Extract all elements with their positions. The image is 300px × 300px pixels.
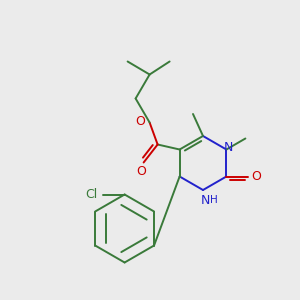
Text: O: O [251,170,261,183]
Text: N: N [224,141,233,154]
Text: H: H [210,195,218,205]
Text: Cl: Cl [85,188,98,201]
Text: O: O [137,165,147,178]
Text: N: N [200,194,210,206]
Text: O: O [136,115,146,128]
